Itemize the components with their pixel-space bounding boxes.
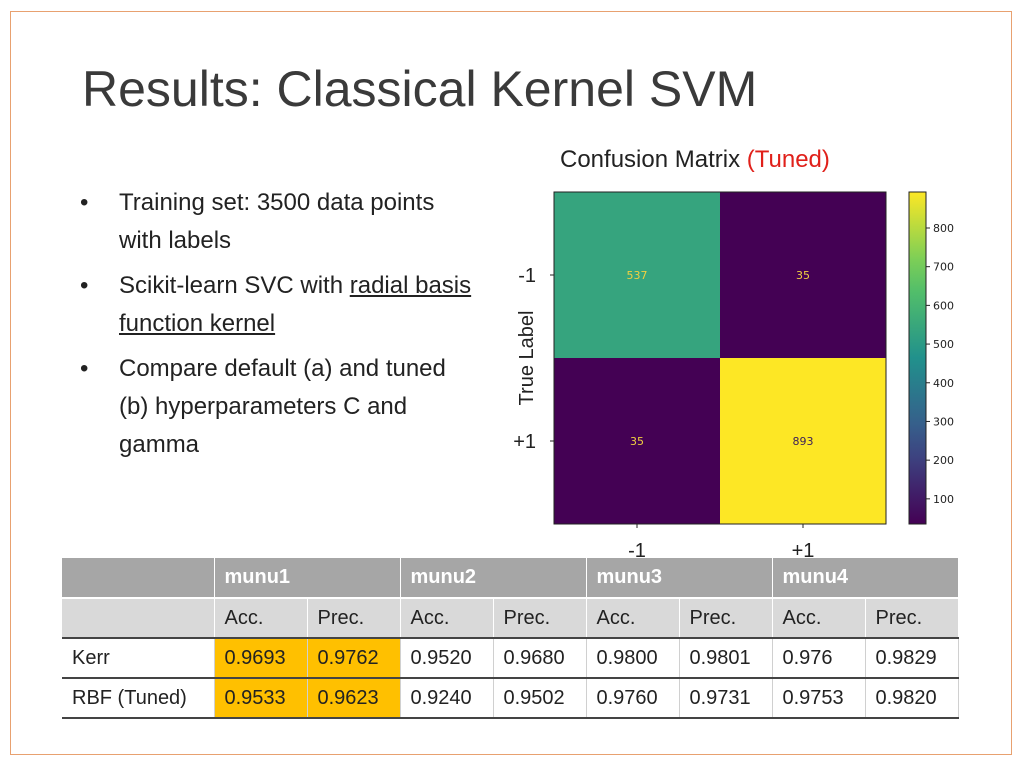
- table-subheader-corner: [62, 598, 215, 638]
- table-group-header: munu4: [772, 558, 959, 598]
- table-cell: 0.9731: [679, 678, 773, 718]
- heatmap-cell-label: 537: [627, 269, 648, 282]
- table-cell: 0.9533: [214, 678, 308, 718]
- table-subheader: Prec.: [307, 598, 401, 638]
- heatmap-cell: [720, 192, 886, 358]
- y-tick-label: +1: [513, 431, 536, 453]
- table-cell: 0.9680: [493, 638, 587, 678]
- bullet-item: • Training set: 3500 data points with la…: [80, 184, 480, 260]
- table-subheader: Acc.: [400, 598, 494, 638]
- colorbar-tick-label: 600: [933, 299, 954, 312]
- table-subheader: Prec.: [493, 598, 587, 638]
- table-cell: 0.9753: [772, 678, 866, 718]
- colorbar-tick-label: 300: [933, 415, 954, 428]
- table-row-label: RBF (Tuned): [62, 678, 215, 718]
- table-cell: 0.9829: [865, 638, 959, 678]
- bullet-text: Compare default (a) and tuned (b) hyperp…: [119, 355, 446, 458]
- table-header-corner: [62, 558, 215, 598]
- table-subheader: Prec.: [679, 598, 773, 638]
- table-subheader: Acc.: [772, 598, 866, 638]
- table-cell: 0.9800: [586, 638, 680, 678]
- heatmap-cell-label: 35: [796, 269, 810, 282]
- table-subheader: Acc.: [214, 598, 308, 638]
- bullet-text: Scikit-learn SVC with: [119, 272, 350, 299]
- table-row: Kerr 0.9693 0.9762 0.9520 0.9680 0.9800 …: [62, 638, 959, 678]
- table-cell: 0.9760: [586, 678, 680, 718]
- bullet-underlined-text: radial basis function kernel: [119, 272, 472, 337]
- table-cell: 0.9762: [307, 638, 401, 678]
- bullet-item: • Scikit-learn SVC with radial basis fun…: [80, 267, 480, 343]
- heatmap-cell: [554, 358, 720, 524]
- table-subheader: Prec.: [865, 598, 959, 638]
- bullet-marker: •: [80, 272, 89, 299]
- table-group-header: munu3: [586, 558, 773, 598]
- chart-title-accent: (Tuned): [746, 146, 830, 173]
- table-cell: 0.9801: [679, 638, 773, 678]
- table-group-header: munu1: [214, 558, 401, 598]
- x-tick-label: -1: [628, 540, 646, 560]
- table-cell: 0.9520: [400, 638, 494, 678]
- heatmap-frame: [553, 191, 887, 525]
- y-tick-label: -1: [518, 265, 536, 287]
- table-row-label: Kerr: [62, 638, 215, 678]
- colorbar-tick-label: 200: [933, 454, 954, 467]
- colorbar-tick-label: 100: [933, 493, 954, 506]
- heatmap-cell: [720, 358, 886, 524]
- colorbar-tick-label: 400: [933, 377, 954, 390]
- table-subheader: Acc.: [586, 598, 680, 638]
- table-group-header-row: munu1 munu2 munu3 munu4: [62, 558, 959, 598]
- x-tick-label: +1: [792, 540, 815, 560]
- heatmap-cell: [554, 192, 720, 358]
- heatmap-cell-label: 893: [793, 435, 814, 448]
- table-group-header: munu2: [400, 558, 587, 598]
- bullet-text: Training set: 3500 data points with labe…: [119, 189, 435, 254]
- chart-title: Confusion Matrix (Tuned): [560, 146, 830, 174]
- slide-title: Results: Classical Kernel SVM: [82, 61, 758, 117]
- slide-border: [10, 11, 1012, 755]
- table-row: RBF (Tuned) 0.9533 0.9623 0.9240 0.9502 …: [62, 678, 959, 718]
- table-cell: 0.9693: [214, 638, 308, 678]
- results-table: munu1 munu2 munu3 munu4 Acc. Prec. Acc. …: [62, 558, 959, 719]
- heatmap-cell-label: 35: [630, 435, 644, 448]
- bullet-marker: •: [80, 189, 89, 216]
- confusion-matrix-chart: 537 35 35 893 -1 +1 -1 +1 True Label 100 200 300 400…: [513, 191, 954, 560]
- colorbar-tick-label: 700: [933, 261, 954, 274]
- table-cell: 0.9820: [865, 678, 959, 718]
- bullet-item: • Compare default (a) and tuned (b) hype…: [80, 350, 480, 464]
- table-cell: 0.9502: [493, 678, 587, 718]
- table-subheader-row: Acc. Prec. Acc. Prec. Acc. Prec. Acc. Pr…: [62, 598, 959, 638]
- table-cell: 0.9240: [400, 678, 494, 718]
- y-axis-label: True Label: [516, 311, 538, 406]
- table-cell: 0.976: [772, 638, 866, 678]
- colorbar: [908, 191, 927, 525]
- colorbar-tick-label: 500: [933, 338, 954, 351]
- bullet-marker: •: [80, 355, 89, 382]
- table-cell: 0.9623: [307, 678, 401, 718]
- colorbar-tick-label: 800: [933, 222, 954, 235]
- bullet-list: • Training set: 3500 data points with la…: [80, 184, 480, 471]
- chart-title-text: Confusion Matrix: [560, 146, 741, 173]
